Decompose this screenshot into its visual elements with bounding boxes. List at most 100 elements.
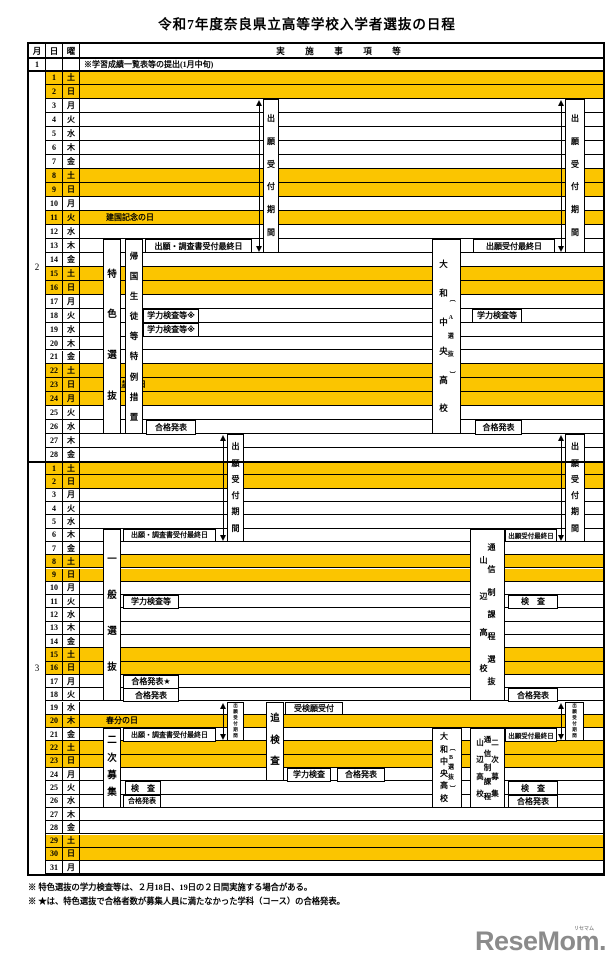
weekday-label: 火 (63, 595, 80, 607)
day-number: 3 (46, 489, 63, 501)
weekday-label: 土 (63, 835, 80, 847)
period-column-label: 特色選抜 (103, 239, 121, 434)
arrow-line (259, 103, 260, 248)
event-label: 学力検査等※ (143, 323, 199, 337)
day-content: 建国記念の日 (80, 211, 603, 224)
day-content (80, 85, 603, 98)
weekday-label: 月 (63, 197, 80, 210)
day-content (80, 392, 603, 405)
period-column-text: 一般選抜 (107, 530, 117, 701)
arrow-head-down (256, 246, 262, 252)
event-label: 検 査 (508, 781, 558, 795)
day-row-3-12: 12水 (46, 608, 603, 621)
weekday-label: 水 (63, 702, 80, 714)
period-column-text: 山辺高校 (476, 729, 484, 807)
period-column-text: 山辺高校 (480, 530, 488, 701)
arrow-head-up (558, 703, 564, 709)
day-number: 6 (46, 141, 63, 154)
footnote-1: ※ 特色選抜の学力検査等は、２月18日、19日の２日間実施する場合がある。 (28, 881, 345, 895)
day-content (80, 542, 603, 554)
day-number: 18 (46, 688, 63, 700)
weekday-label: 火 (63, 113, 80, 126)
period-arrow-icon (220, 703, 227, 741)
weekday-label: 土 (63, 555, 80, 567)
period-column-label: 出願受付期間 (263, 99, 279, 252)
day-number: 20 (46, 715, 63, 727)
weekday-label: 月 (63, 861, 80, 873)
arrow-line (223, 706, 224, 738)
day-content (80, 183, 603, 196)
header-weekday: 曜 (63, 44, 80, 58)
day-row-2-8: 8土 (46, 169, 603, 183)
period-column-text: 特色選抜 (107, 240, 117, 433)
weekday-label: 月 (63, 295, 80, 308)
period-column-text: 出願受付期間 (572, 703, 577, 741)
day-content (80, 267, 603, 280)
period-column-label: 出願受付期間 (565, 99, 585, 252)
arrow-head-up (256, 100, 262, 106)
day-content (80, 225, 603, 238)
day-row-3-7: 7金 (46, 542, 603, 555)
january-day-cell (46, 58, 63, 71)
schedule-table-inner: 月 日 曜 実 施 事 項 等 1 ※学習成績一覧表等の提出(1月中旬) 21土… (29, 44, 603, 874)
weekday-label: 土 (63, 648, 80, 660)
day-number: 31 (46, 861, 63, 873)
january-weekday-cell (63, 58, 80, 71)
day-number: 28 (46, 448, 63, 461)
day-number: 29 (46, 835, 63, 847)
day-content (80, 99, 603, 112)
day-number: 20 (46, 337, 63, 350)
day-number: 8 (46, 555, 63, 567)
day-content (80, 582, 603, 594)
day-content (80, 475, 603, 487)
event-label: 出願・調査書受付最終日 (145, 239, 252, 253)
day-row-2-12: 12水 (46, 225, 603, 239)
day-number: 27 (46, 808, 63, 820)
day-content (80, 608, 603, 620)
day-content (80, 462, 603, 474)
weekday-label: 土 (63, 741, 80, 753)
event-label: 合格発表 (475, 420, 522, 434)
day-content (80, 406, 603, 419)
day-content (80, 502, 603, 514)
header-month: 月 (29, 44, 46, 58)
day-content: 天皇誕生日 (80, 378, 603, 391)
weekday-label: 日 (63, 378, 80, 391)
day-content (80, 808, 603, 820)
event-label: 学力検査等※ (143, 309, 199, 323)
weekday-label: 日 (63, 662, 80, 674)
day-row-2-10: 10月 (46, 197, 603, 211)
weekday-label: 月 (63, 582, 80, 594)
day-number: 4 (46, 113, 63, 126)
period-column-label: 大和中央高校〔A選抜〕 (432, 239, 461, 434)
day-number: 25 (46, 781, 63, 793)
period-column-text: 出願受付期間 (571, 100, 579, 251)
day-number: 16 (46, 662, 63, 674)
day-number: 26 (46, 420, 63, 433)
day-number: 12 (46, 608, 63, 620)
arrow-head-up (220, 703, 226, 709)
weekday-label: 土 (63, 462, 80, 474)
arrow-head-up (558, 100, 564, 106)
day-row-2-5: 5水 (46, 127, 603, 141)
event-label: 合格発表 (337, 768, 385, 782)
period-column-label: 山辺高校通信制課程選抜 (470, 529, 505, 702)
weekday-label: 日 (63, 281, 80, 294)
day-number: 17 (46, 295, 63, 308)
day-number: 11 (46, 595, 63, 607)
logo-ruby: リセマム (574, 925, 594, 932)
period-column-label: 帰国生徒等特例措置 (125, 239, 143, 434)
day-number: 30 (46, 848, 63, 860)
period-column-text: 出願受付期間 (571, 435, 579, 541)
arrow-head-down (558, 246, 564, 252)
day-row-2-27: 27木 (46, 434, 603, 448)
day-row-3-5: 5水 (46, 515, 603, 528)
day-number: 10 (46, 582, 63, 594)
day-number: 22 (46, 741, 63, 753)
day-row-2-2: 2日 (46, 85, 603, 99)
day-row-2-1: 1土 (46, 72, 603, 86)
day-number: 19 (46, 702, 63, 714)
period-column-text: 大和中央高校 (440, 729, 448, 807)
weekday-label: 金 (63, 635, 80, 647)
day-number: 23 (46, 755, 63, 767)
